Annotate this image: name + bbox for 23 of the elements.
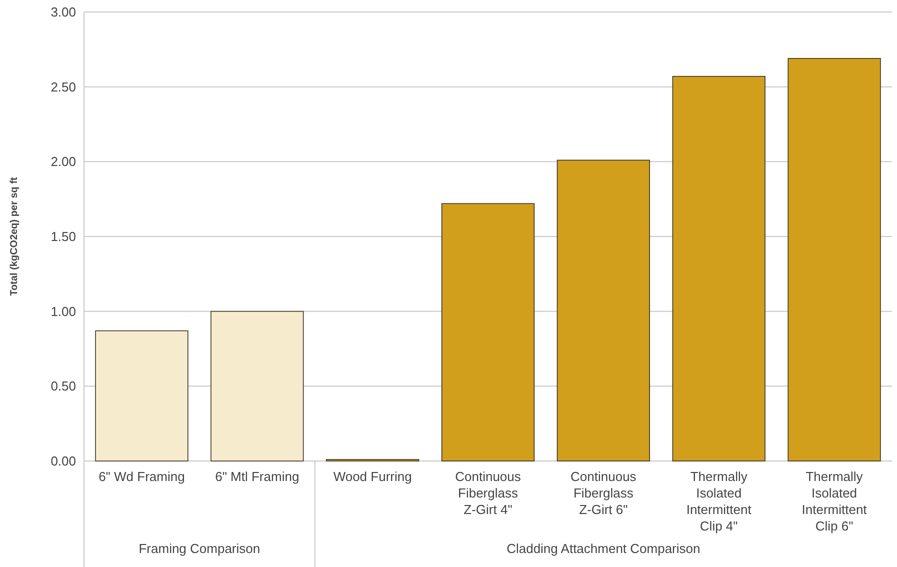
y-tick-label: 1.50 [50, 229, 76, 244]
y-axis-title: Total (kgCO2eq) per sq ft [9, 176, 20, 296]
y-tick-label: 3.00 [50, 4, 76, 20]
x-tick-label: Thermally Isolated Intermittent Clip 6" [802, 469, 868, 534]
y-tick-label: 2.50 [50, 79, 76, 94]
y-tick-label: 0.50 [50, 378, 76, 394]
bar [556, 160, 650, 462]
text: Framing Comparison [138, 541, 260, 556]
y-tick-label: 0.00 [50, 454, 76, 469]
bar [788, 58, 881, 462]
x-tick-label: Continuous Fiberglass Z-Girt 6" [570, 469, 637, 517]
x-tick-label: Thermally Isolated Intermittent Clip 4" [686, 469, 752, 534]
x-tick-label: Wood Furring [333, 469, 412, 484]
y-tick-label: 1.00 [50, 304, 76, 319]
x-tick-label: 6" Wd Framing [98, 469, 185, 484]
bar [672, 76, 766, 462]
bar [95, 330, 188, 462]
text: Cladding Attachment Comparison [506, 541, 700, 556]
bar [441, 203, 535, 462]
x-tick-label: 6" Mtl Framing [215, 469, 300, 484]
bar [210, 310, 304, 462]
x-tick-label: Continuous Fiberglass Z-Girt 4" [455, 469, 522, 517]
y-tick-label: 2.00 [50, 154, 76, 170]
